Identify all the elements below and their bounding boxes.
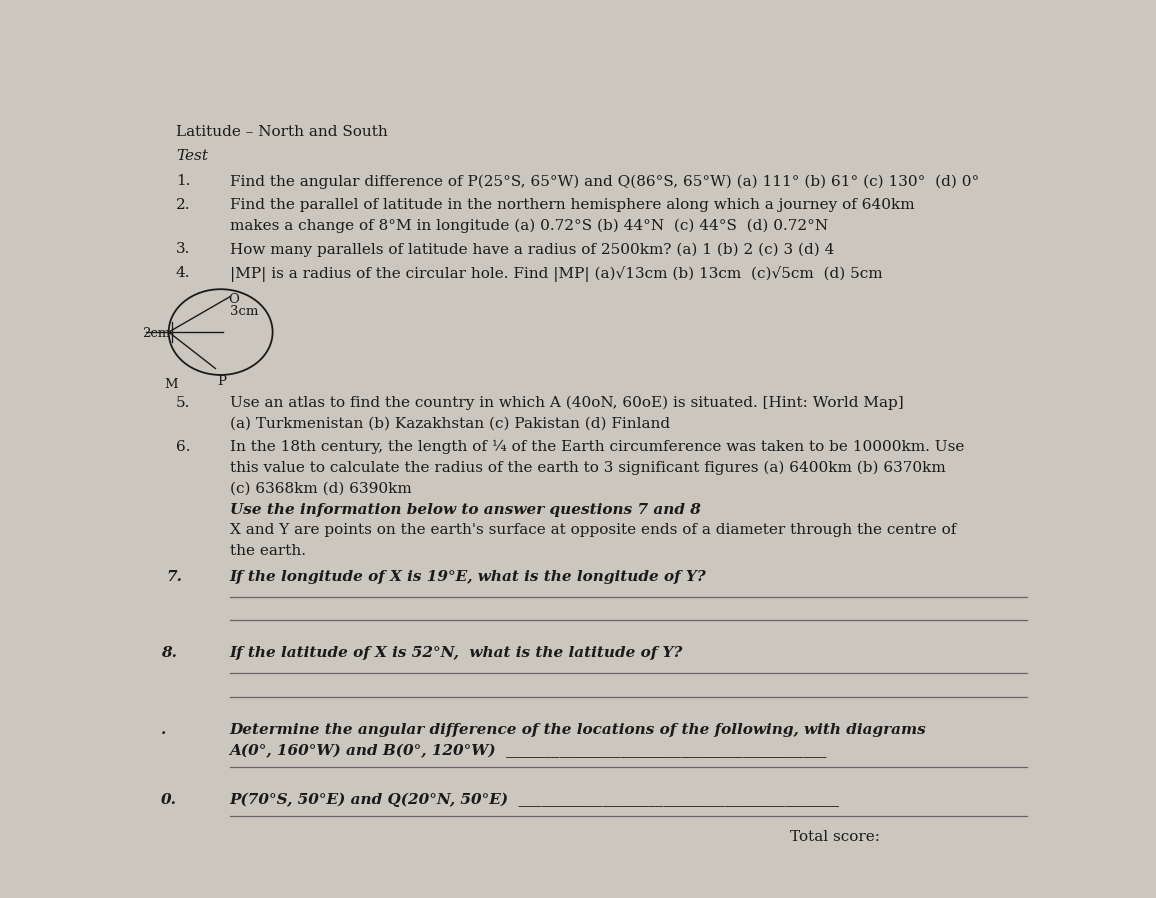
Text: 0.: 0. — [161, 793, 177, 807]
Text: 1.: 1. — [176, 174, 191, 189]
Text: Latitude – North and South: Latitude – North and South — [176, 125, 387, 139]
Text: X and Y are points on the earth's surface at opposite ends of a diameter through: X and Y are points on the earth's surfac… — [230, 524, 956, 537]
Text: Test: Test — [176, 148, 208, 163]
Text: 4.: 4. — [176, 266, 191, 279]
Text: .: . — [161, 723, 165, 736]
Text: (c) 6368km (d) 6390km: (c) 6368km (d) 6390km — [230, 481, 412, 496]
Text: In the 18th century, the length of ¼ of the Earth circumference was taken to be : In the 18th century, the length of ¼ of … — [230, 440, 964, 454]
Text: If the latitude of X is 52°N,  what is the latitude of Y?: If the latitude of X is 52°N, what is th… — [230, 647, 683, 660]
Text: 7.: 7. — [166, 570, 183, 584]
Text: 8.: 8. — [161, 647, 177, 660]
Text: |MP| is a radius of the circular hole. Find |MP| (a)√13cm (b) 13cm  (c)√5cm  (d): |MP| is a radius of the circular hole. F… — [230, 266, 882, 282]
Text: How many parallels of latitude have a radius of 2500km? (a) 1 (b) 2 (c) 3 (d) 4: How many parallels of latitude have a ra… — [230, 242, 833, 257]
Text: Find the angular difference of P(25°S, 65°W) and Q(86°S, 65°W) (a) 111° (b) 61° : Find the angular difference of P(25°S, 6… — [230, 174, 979, 189]
Text: A(0°, 160°W) and B(0°, 120°W)  __________________________________________: A(0°, 160°W) and B(0°, 120°W) __________… — [230, 744, 827, 758]
Text: Total score:: Total score: — [790, 831, 880, 844]
Text: 6.: 6. — [176, 440, 191, 453]
Text: O: O — [229, 294, 239, 306]
Text: 2.: 2. — [176, 198, 191, 212]
Text: 2cm: 2cm — [142, 327, 170, 339]
Text: P: P — [217, 375, 227, 389]
Text: the earth.: the earth. — [230, 544, 305, 558]
Text: Determine the angular difference of the locations of the following, with diagram: Determine the angular difference of the … — [230, 723, 926, 736]
Text: M: M — [164, 378, 178, 392]
Text: Use the information below to answer questions 7 and 8: Use the information below to answer ques… — [230, 503, 701, 516]
Text: 3.: 3. — [176, 242, 191, 256]
Text: 3cm: 3cm — [230, 305, 258, 318]
Text: 5.: 5. — [176, 396, 191, 409]
Text: makes a change of 8°M in longitude (a) 0.72°S (b) 44°N  (c) 44°S  (d) 0.72°N: makes a change of 8°M in longitude (a) 0… — [230, 219, 828, 233]
Text: Use an atlas to find the country in which A (40oN, 60oE) is situated. [Hint: Wor: Use an atlas to find the country in whic… — [230, 396, 903, 410]
Text: this value to calculate the radius of the earth to 3 significant figures (a) 640: this value to calculate the radius of th… — [230, 461, 946, 475]
Text: (a) Turkmenistan (b) Kazakhstan (c) Pakistan (d) Finland: (a) Turkmenistan (b) Kazakhstan (c) Paki… — [230, 417, 669, 430]
Text: P(70°S, 50°E) and Q(20°N, 50°E)  __________________________________________: P(70°S, 50°E) and Q(20°N, 50°E) ________… — [230, 793, 839, 807]
Text: If the longitude of X is 19°E, what is the longitude of Y?: If the longitude of X is 19°E, what is t… — [230, 570, 706, 584]
Text: Find the parallel of latitude in the northern hemisphere along which a journey o: Find the parallel of latitude in the nor… — [230, 198, 914, 212]
